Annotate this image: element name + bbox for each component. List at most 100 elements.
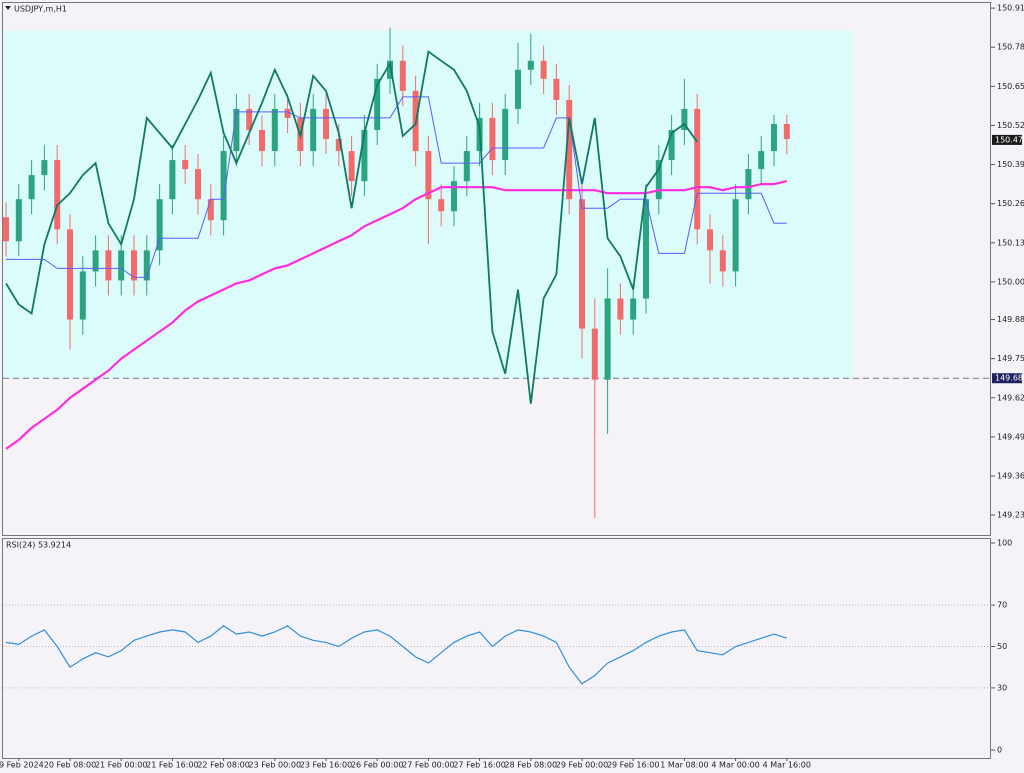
- candle-body: [553, 78, 560, 100]
- y-tick-label: 150.655: [997, 82, 1024, 91]
- candle-body: [54, 160, 61, 230]
- candle-body: [591, 328, 598, 380]
- x-tick-label: 29 Feb 16:00: [607, 761, 659, 770]
- y-tick-label: 149.230: [997, 511, 1024, 520]
- x-tick-label: 26 Feb 00:00: [351, 761, 403, 770]
- hline-label: 149.685: [995, 374, 1024, 383]
- y-tick-label: 149.36: [997, 472, 1024, 481]
- y-tick-label: 149.620: [997, 393, 1024, 402]
- candle-body: [515, 69, 521, 109]
- x-tick-label: 27 Feb 00:00: [402, 761, 454, 770]
- x-tick-label: 20 Feb 08:00: [44, 761, 96, 770]
- candle-body: [335, 139, 342, 152]
- y-tick-label: 30: [997, 683, 1007, 692]
- y-tick-label: 150.265: [997, 199, 1024, 208]
- x-tick-label: 4 Mar 16:00: [763, 761, 811, 770]
- x-tick-label: 23 Feb 00:00: [249, 761, 301, 770]
- x-tick-label: 23 Feb 16:00: [300, 761, 352, 770]
- candle-body: [259, 129, 265, 152]
- candle-body: [79, 271, 86, 320]
- candle-body: [579, 199, 585, 329]
- y-tick-label: 150.135: [997, 238, 1024, 247]
- y-tick-label: 0: [997, 746, 1002, 755]
- indicator-line: [5, 50, 698, 404]
- candle-body: [195, 169, 201, 200]
- candle-body: [451, 181, 457, 212]
- candle-body: [41, 160, 48, 176]
- candle-body: [105, 250, 112, 281]
- candle-body: [67, 229, 73, 320]
- y-tick-label: 149.880: [997, 315, 1024, 324]
- y-tick-label: 150.000: [997, 277, 1024, 286]
- candle-body: [604, 298, 611, 380]
- candle-body: [118, 250, 125, 281]
- rsi-title: RSI(24) 53.9214: [6, 541, 71, 550]
- candle-body: [220, 151, 227, 221]
- candle-body: [28, 175, 35, 200]
- y-tick-label: 149.750: [997, 354, 1024, 363]
- x-tick-label: 27 Feb 16:00: [453, 761, 505, 770]
- candle-body: [323, 108, 329, 140]
- x-tick-label: 21 Feb 00:00: [95, 761, 147, 770]
- x-tick-label: 29 Feb 00:00: [556, 761, 608, 770]
- candle-body: [566, 99, 573, 200]
- menu-triangle: [5, 6, 11, 10]
- y-tick-label: 150.785: [997, 43, 1024, 52]
- candle-body: [719, 250, 726, 272]
- x-tick-label: 28 Feb 08:00: [505, 761, 557, 770]
- candle-body: [182, 160, 189, 170]
- last-price-label: 150.477: [995, 135, 1024, 144]
- candle-body: [143, 250, 150, 281]
- candle-body: [630, 298, 637, 320]
- candle-body: [207, 199, 214, 221]
- candle-body: [745, 169, 752, 200]
- candle-body: [156, 199, 163, 251]
- candle-body: [668, 129, 675, 161]
- candle-body: [527, 60, 534, 70]
- candle-body: [694, 108, 701, 230]
- y-tick-label: 70: [997, 601, 1007, 610]
- price-box: [992, 134, 1022, 145]
- y-tick-label: 50: [997, 642, 1007, 651]
- candle-body: [783, 123, 790, 140]
- candle-body: [169, 160, 176, 200]
- candle-body: [271, 108, 278, 152]
- candle-body: [681, 108, 688, 130]
- candle-body: [387, 60, 393, 79]
- y-tick-label: 150.525: [997, 121, 1024, 130]
- y-tick-label: 150.915: [997, 4, 1024, 13]
- candle-body: [399, 60, 406, 91]
- candle-body: [643, 199, 649, 299]
- candle-body: [489, 117, 496, 161]
- candle-body: [131, 250, 137, 281]
- candle-body: [707, 229, 713, 251]
- y-tick-label: 150.395: [997, 160, 1024, 169]
- candle-body: [310, 108, 317, 152]
- candle-body: [502, 108, 509, 161]
- candle-body: [246, 108, 253, 130]
- x-tick-label: 4 Mar 00:00: [711, 761, 759, 770]
- candle-body: [15, 199, 22, 242]
- candle-body: [374, 78, 381, 130]
- rsi-panel: [2, 538, 991, 759]
- indicator-line: [6, 96, 787, 278]
- candle-body: [361, 129, 368, 182]
- x-tick-label: 21 Feb 16:00: [146, 761, 198, 770]
- candle-body: [92, 250, 99, 272]
- x-tick-label: 19 Feb 2024: [0, 761, 44, 770]
- candle-body: [233, 108, 240, 152]
- candle-body: [348, 151, 355, 182]
- candle-body: [284, 108, 291, 118]
- price-panel: [2, 2, 991, 536]
- candle-body: [617, 298, 624, 320]
- candle-body: [655, 160, 662, 200]
- candle-body: [732, 199, 739, 272]
- candle-body: [540, 60, 547, 79]
- hline-box: [992, 373, 1022, 384]
- candle-body: [3, 217, 9, 242]
- x-tick-label: 1 Mar 08:00: [660, 761, 708, 770]
- y-tick-label: 100: [997, 539, 1012, 548]
- y-tick-label: 149.49: [997, 432, 1024, 441]
- chart-title: USDJPY,m,H1: [14, 5, 67, 14]
